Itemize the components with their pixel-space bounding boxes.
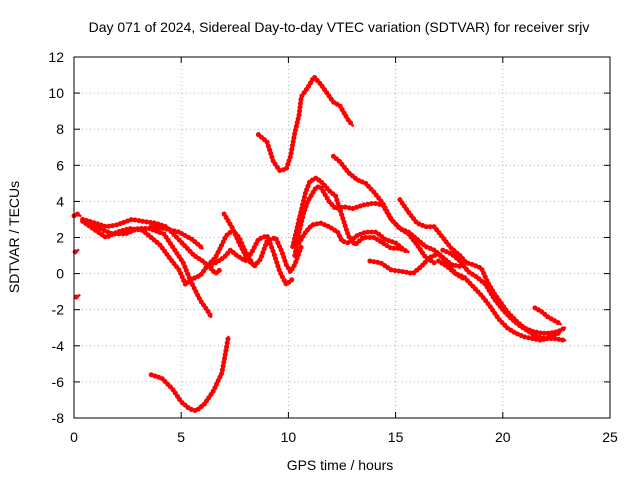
x-tick-label: 0 bbox=[70, 429, 78, 445]
x-tick-label: 5 bbox=[177, 429, 185, 445]
y-tick-label: -6 bbox=[52, 374, 65, 390]
y-tick-label: -8 bbox=[52, 410, 65, 426]
y-tick-label: -2 bbox=[52, 302, 65, 318]
y-tick-label: 2 bbox=[56, 230, 64, 246]
series-markers bbox=[73, 292, 82, 300]
x-tick-label: 10 bbox=[281, 429, 297, 445]
data-series-arc-18 bbox=[397, 197, 568, 336]
series-markers bbox=[84, 218, 214, 320]
series-markers bbox=[72, 247, 81, 255]
y-tick-labels: -8 -6 -4 -2 0 2 4 6 8 10 12 bbox=[48, 49, 64, 426]
y-tick-label: -4 bbox=[52, 338, 65, 354]
series-markers bbox=[148, 224, 206, 251]
series-markers bbox=[208, 226, 304, 277]
series-markers bbox=[71, 211, 83, 219]
plot-area bbox=[71, 72, 568, 414]
data-series-arc-20 bbox=[436, 258, 561, 344]
series-markers bbox=[221, 211, 255, 268]
series-markers bbox=[80, 218, 218, 289]
data-series-arc-3 bbox=[73, 292, 82, 300]
series-markers bbox=[255, 72, 356, 174]
y-tick-label: 8 bbox=[56, 121, 64, 137]
x-tick-label: 20 bbox=[495, 429, 511, 445]
series-trace bbox=[150, 335, 230, 412]
series-markers bbox=[213, 232, 296, 289]
data-series-arc-8 bbox=[208, 226, 304, 277]
chart-title: Day 071 of 2024, Sidereal Day-to-day VTE… bbox=[89, 19, 590, 35]
data-series-arc-10 bbox=[221, 211, 255, 268]
x-tick-labels: 0 5 10 15 20 25 bbox=[70, 429, 618, 445]
series-markers bbox=[296, 220, 407, 253]
series-markers bbox=[436, 258, 561, 344]
y-tick-label: 12 bbox=[48, 49, 64, 65]
data-series-arc-7 bbox=[148, 224, 206, 251]
x-axis-label: GPS time / hours bbox=[287, 457, 394, 473]
data-series-arc-9 bbox=[213, 232, 296, 289]
series-markers bbox=[532, 305, 564, 327]
series-markers bbox=[148, 334, 231, 414]
data-series-arc-14 bbox=[290, 174, 411, 255]
x-tick-label: 15 bbox=[388, 429, 404, 445]
series-markers bbox=[397, 197, 568, 336]
data-series-arc-11 bbox=[148, 334, 231, 414]
y-axis-label: SDTVAR / TECUs bbox=[6, 181, 22, 293]
data-series-arc-12 bbox=[255, 72, 356, 174]
y-tick-label: 0 bbox=[56, 266, 64, 282]
data-series-arc-6 bbox=[84, 218, 214, 320]
x-tick-label: 25 bbox=[602, 429, 618, 445]
data-series-arc-2 bbox=[72, 247, 81, 255]
axis-ticks bbox=[73, 56, 611, 419]
data-series-arc-21 bbox=[532, 305, 564, 327]
data-series-arc-15 bbox=[296, 220, 407, 253]
data-series-arc-1 bbox=[71, 211, 83, 219]
data-series-arc-5 bbox=[80, 218, 218, 289]
y-tick-label: 4 bbox=[56, 193, 64, 209]
y-tick-label: 6 bbox=[56, 157, 64, 173]
y-tick-label: 10 bbox=[48, 85, 64, 101]
series-markers bbox=[290, 174, 411, 255]
